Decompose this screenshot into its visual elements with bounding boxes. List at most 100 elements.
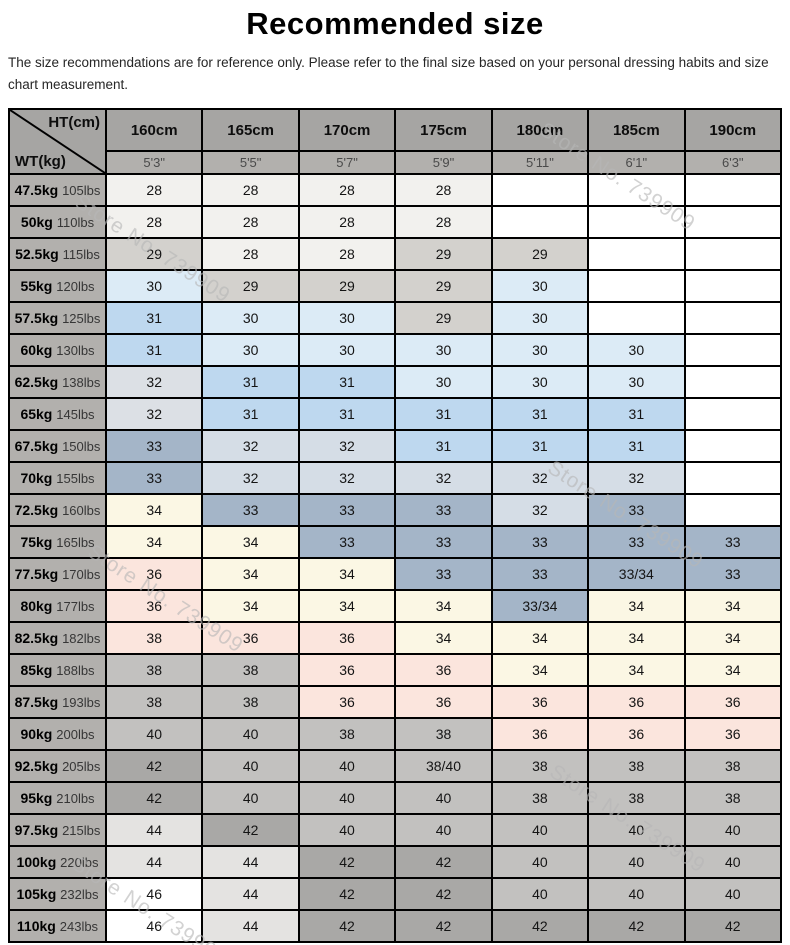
table-row: 67.5kg 150lbs 33 32 32 31 31 31 — [8, 429, 783, 463]
size-cell: 42 — [297, 877, 397, 911]
empty-cell — [683, 333, 783, 367]
size-cell: 36 — [490, 717, 590, 751]
size-cell: 42 — [297, 845, 397, 879]
size-cell: 38 — [104, 621, 204, 655]
size-cell: 34 — [104, 493, 204, 527]
size-cell: 36 — [297, 653, 397, 687]
size-cell: 33 — [201, 493, 300, 527]
weight-row-header: 100kg 220lbs — [8, 845, 107, 879]
size-cell: 33 — [490, 557, 590, 591]
size-cell: 42 — [201, 813, 300, 847]
empty-cell — [683, 205, 783, 239]
size-cell: 29 — [104, 237, 204, 271]
size-cell: 38 — [490, 781, 590, 815]
size-cell: 38 — [104, 685, 204, 719]
table-row: 55kg 120lbs 30 29 29 29 30 — [8, 269, 783, 303]
table-row: 95kg 210lbs 42 40 40 40 38 38 38 — [8, 781, 783, 815]
size-cell: 36 — [104, 589, 204, 623]
size-cell: 36 — [201, 621, 300, 655]
size-cell: 38 — [683, 781, 783, 815]
weight-kg-label: 50kg — [20, 214, 53, 230]
empty-cell — [490, 173, 590, 207]
size-cell: 31 — [490, 429, 590, 463]
weight-kg-label: 52.5kg — [15, 246, 59, 262]
size-cell: 34 — [297, 589, 397, 623]
page-title: Recommended size — [246, 6, 544, 41]
table-row: 75kg 165lbs 34 34 33 33 33 33 33 — [8, 525, 783, 559]
size-cell: 31 — [587, 397, 686, 431]
weight-kg-label: 100kg — [16, 854, 57, 870]
size-cell: 30 — [297, 301, 397, 335]
size-cell: 38 — [201, 653, 300, 687]
table-row: 80kg 177lbs 36 34 34 34 33/34 34 34 — [8, 589, 783, 623]
weight-row-header: 57.5kg 125lbs — [8, 301, 107, 335]
size-cell: 30 — [394, 365, 493, 399]
column-header-cm: 185cm — [587, 108, 686, 152]
weight-kg-label: 60kg — [20, 342, 53, 358]
weight-kg-label: 62.5kg — [14, 374, 59, 390]
empty-cell — [587, 237, 686, 271]
table-row: 72.5kg 160lbs 34 33 33 33 32 33 — [8, 493, 783, 527]
size-cell: 31 — [297, 365, 397, 399]
size-cell: 36 — [587, 685, 686, 719]
size-cell: 29 — [394, 301, 493, 335]
weight-lbs-label: 193lbs — [62, 695, 101, 710]
size-cell: 30 — [201, 333, 300, 367]
weight-kg-label: 55kg — [20, 278, 53, 294]
size-cell: 31 — [104, 333, 204, 367]
table-row: 100kg 220lbs 44 44 42 42 40 40 40 — [8, 845, 783, 879]
size-cell: 33 — [104, 461, 204, 495]
size-cell: 28 — [201, 237, 300, 271]
size-cell: 36 — [490, 685, 590, 719]
weight-row-header: 77.5kg 170lbs — [8, 557, 107, 591]
table-row: 110kg 243lbs 46 44 42 42 42 42 42 — [8, 909, 783, 943]
column-header-cm: 165cm — [201, 108, 300, 152]
column-header-cm: 180cm — [490, 108, 590, 152]
size-cell: 33/34 — [490, 589, 590, 623]
table-row: 50kg 110lbs 28 28 28 28 — [8, 205, 783, 239]
size-cell: 29 — [394, 269, 493, 303]
weight-row-header: 62.5kg 138lbs — [8, 365, 107, 399]
size-cell: 36 — [297, 685, 397, 719]
disclaimer-text: The size recommendations are for referen… — [8, 55, 769, 92]
size-cell: 34 — [201, 589, 300, 623]
empty-cell — [683, 301, 783, 335]
empty-cell — [683, 493, 783, 527]
size-cell: 38 — [201, 685, 300, 719]
weight-row-header: 105kg 232lbs — [8, 877, 107, 911]
column-header-ft: 5'11" — [490, 150, 590, 175]
weight-kg-label: 95kg — [20, 790, 53, 806]
size-cell: 44 — [201, 877, 300, 911]
size-cell: 38 — [490, 749, 590, 783]
size-cell: 34 — [587, 589, 686, 623]
size-cell: 29 — [394, 237, 493, 271]
size-cell: 40 — [201, 781, 300, 815]
size-cell: 32 — [297, 461, 397, 495]
table-row: 77.5kg 170lbs 36 34 34 33 33 33/34 33 — [8, 557, 783, 591]
weight-lbs-label: 165lbs — [56, 535, 95, 550]
weight-lbs-label: 125lbs — [62, 311, 101, 326]
weight-lbs-label: 210lbs — [56, 791, 95, 806]
table-row: 85kg 188lbs 38 38 36 36 34 34 34 — [8, 653, 783, 687]
table-row: 105kg 232lbs 46 44 42 42 40 40 40 — [8, 877, 783, 911]
weight-lbs-label: 205lbs — [62, 759, 101, 774]
size-cell: 40 — [490, 813, 590, 847]
weight-row-header: 47.5kg 105lbs — [8, 173, 107, 207]
size-cell: 28 — [104, 205, 204, 239]
size-cell: 33 — [683, 525, 783, 559]
weight-kg-label: 90kg — [20, 726, 53, 742]
empty-cell — [587, 205, 686, 239]
weight-lbs-label: 105lbs — [62, 183, 101, 198]
weight-kg-label: 82.5kg — [14, 630, 59, 646]
table-row: 82.5kg 182lbs 38 36 36 34 34 34 34 — [8, 621, 783, 655]
size-cell: 40 — [297, 813, 397, 847]
column-header-ft: 5'3" — [104, 150, 204, 175]
weight-row-header: 82.5kg 182lbs — [8, 621, 107, 655]
size-cell: 33 — [587, 525, 686, 559]
weight-lbs-label: 110lbs — [56, 215, 95, 230]
weight-kg-label: 47.5kg — [14, 182, 59, 198]
size-cell: 32 — [490, 493, 590, 527]
size-cell: 36 — [394, 685, 493, 719]
size-cell: 30 — [394, 333, 493, 367]
